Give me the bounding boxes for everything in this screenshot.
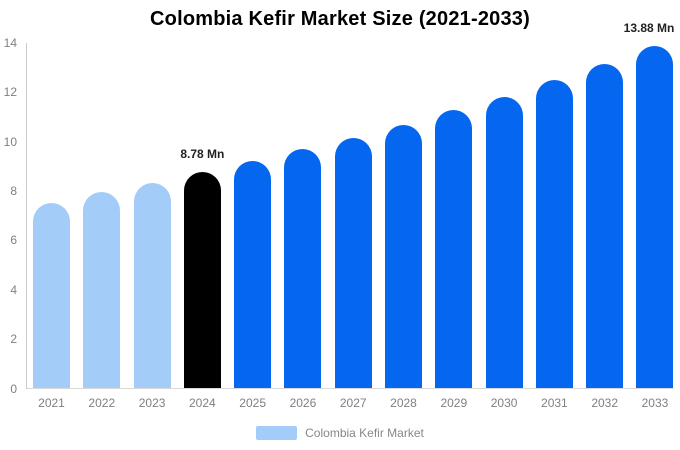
legend-label: Colombia Kefir Market (305, 426, 424, 440)
bar-2024[interactable] (183, 171, 221, 389)
legend-swatch-icon (256, 426, 298, 440)
y-tick-4: 4 (10, 282, 17, 297)
bar-2030[interactable] (485, 97, 523, 389)
bar-2029[interactable] (435, 110, 473, 389)
x-tick-2023: 2023 (138, 396, 166, 410)
bar-2033[interactable] (636, 45, 674, 389)
x-tick-2024: 2024 (189, 396, 216, 410)
x-axis-line (27, 388, 674, 389)
bar-2021[interactable] (33, 203, 70, 389)
bar-2025[interactable] (234, 161, 272, 389)
x-tick-2026: 2026 (289, 396, 317, 410)
x-tick-2028: 2028 (390, 396, 417, 410)
bar-2023[interactable] (133, 183, 171, 389)
y-tick-2: 2 (10, 332, 17, 347)
bar-2027[interactable] (334, 138, 372, 389)
bar-2022[interactable] (83, 192, 121, 389)
value-label-2033: 13.88 Mn (623, 20, 675, 35)
bar-2028[interactable] (385, 125, 423, 389)
bar-2032[interactable] (586, 63, 624, 389)
legend-item[interactable]: Colombia Kefir Market (0, 425, 680, 441)
y-tick-0: 0 (10, 381, 17, 396)
x-tick-2030: 2030 (490, 396, 518, 410)
value-label-2024: 8.78 Mn (180, 146, 225, 161)
y-tick-6: 6 (10, 233, 17, 248)
bar-2026[interactable] (284, 149, 322, 389)
y-tick-14: 14 (3, 36, 17, 50)
x-tick-2029: 2029 (440, 396, 468, 410)
bar-2031[interactable] (535, 80, 573, 389)
x-tick-2021: 2021 (38, 396, 65, 410)
x-tick-2032: 2032 (591, 396, 619, 410)
y-tick-12: 12 (3, 85, 17, 100)
x-tick-2031: 2031 (541, 396, 568, 410)
x-tick-2027: 2027 (339, 396, 367, 410)
chart-title: Colombia Kefir Market Size (2021-2033) (150, 8, 530, 30)
x-tick-2033: 2033 (641, 396, 669, 410)
x-tick-2025: 2025 (239, 396, 266, 410)
y-tick-8: 8 (10, 184, 17, 199)
y-tick-10: 10 (3, 134, 17, 149)
y-axis-line (26, 43, 27, 389)
x-tick-2022: 2022 (88, 396, 116, 410)
